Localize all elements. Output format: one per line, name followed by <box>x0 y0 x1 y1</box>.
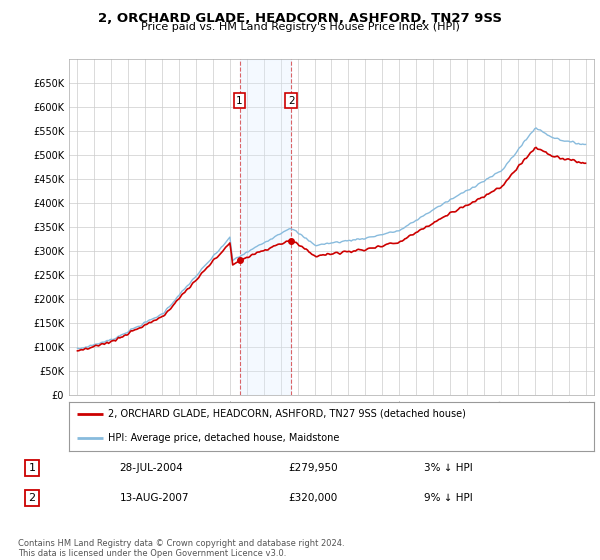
Text: 2, ORCHARD GLADE, HEADCORN, ASHFORD, TN27 9SS: 2, ORCHARD GLADE, HEADCORN, ASHFORD, TN2… <box>98 12 502 25</box>
Text: 13-AUG-2007: 13-AUG-2007 <box>119 493 189 503</box>
Text: 1: 1 <box>29 463 35 473</box>
Text: 2: 2 <box>29 493 35 503</box>
Text: 2, ORCHARD GLADE, HEADCORN, ASHFORD, TN27 9SS (detached house): 2, ORCHARD GLADE, HEADCORN, ASHFORD, TN2… <box>109 409 466 419</box>
Text: Contains HM Land Registry data © Crown copyright and database right 2024.
This d: Contains HM Land Registry data © Crown c… <box>18 539 344 558</box>
Text: 9% ↓ HPI: 9% ↓ HPI <box>424 493 473 503</box>
Text: 3% ↓ HPI: 3% ↓ HPI <box>424 463 473 473</box>
Text: 28-JUL-2004: 28-JUL-2004 <box>119 463 183 473</box>
Text: 2: 2 <box>288 96 295 106</box>
Bar <box>239 59 291 395</box>
Text: Price paid vs. HM Land Registry's House Price Index (HPI): Price paid vs. HM Land Registry's House … <box>140 22 460 32</box>
Text: 1: 1 <box>236 96 243 106</box>
Text: £320,000: £320,000 <box>289 493 338 503</box>
Text: HPI: Average price, detached house, Maidstone: HPI: Average price, detached house, Maid… <box>109 433 340 444</box>
Text: £279,950: £279,950 <box>289 463 338 473</box>
